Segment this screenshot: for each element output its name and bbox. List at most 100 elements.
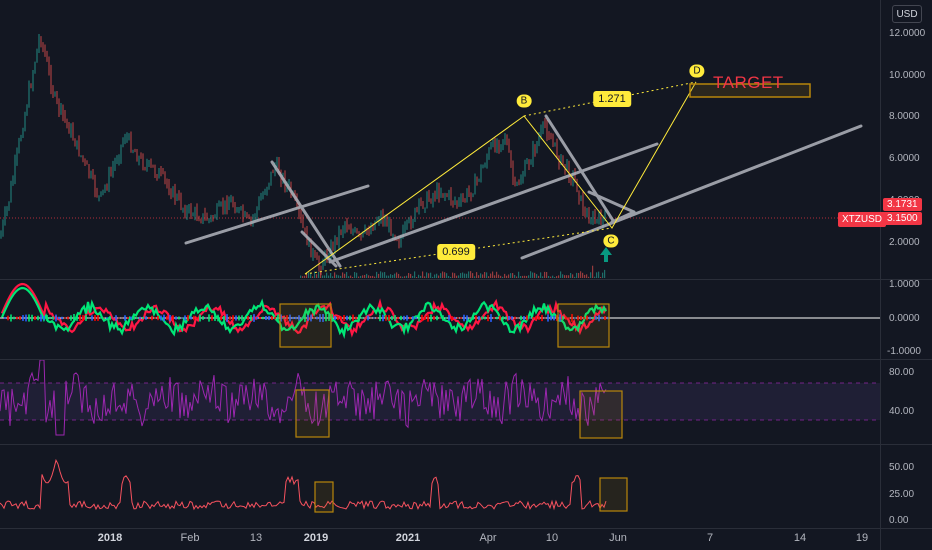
ratio-label-bd[interactable]: 1.271 [593,91,631,107]
volume-bar [300,275,302,278]
pane-separator[interactable] [0,444,932,445]
price-tick: 8.0000 [889,111,920,122]
oscillator-bar [505,316,507,320]
volume-bar [364,274,366,278]
oscillator-bar [85,315,87,321]
oscillator-bar [328,315,330,321]
volume-bar [490,273,492,278]
volume-bar [510,273,512,278]
oscillator-bar [394,315,396,321]
oscillator-bar [457,317,459,319]
oscillator-bar [115,315,117,321]
volume-bar [548,275,550,278]
oscillator-bar [37,315,39,321]
oscillator-bar [184,315,186,321]
ratio-label-xc[interactable]: 0.699 [437,244,475,260]
oscillator-bar [577,315,579,321]
pane-separator[interactable] [0,359,932,360]
oscillator-bar [460,317,462,319]
volume-bar [430,272,432,278]
volume-bar [560,271,562,278]
oscillator-bar [319,314,321,322]
oscillator-bar [337,316,339,320]
oscillator-bar [16,316,18,320]
volume-bar [520,276,522,278]
currency-button[interactable]: USD [892,5,922,23]
volume-bar [482,274,484,278]
oscillator-bar [67,316,69,320]
up-arrow-icon[interactable] [600,247,612,262]
oscillator-bar [532,317,534,319]
time-tick: 19 [855,532,869,544]
volume-bar [360,275,362,278]
volume-bar [396,272,398,278]
volume-bar [390,274,392,278]
oscillator-bar [124,315,126,321]
point-label-b[interactable]: B [516,94,532,108]
volume-bar [404,276,406,278]
oscillator-bar [139,316,141,320]
volume-bar [600,276,602,278]
oscillator-bar [202,316,204,320]
highlight-boxes[interactable] [279,303,628,513]
point-label-c[interactable]: C [603,234,619,248]
oscillator-bar [493,317,495,319]
oscillator-bar [169,314,171,322]
current-price-tag: 3.1500 [883,212,922,225]
oscillator-bar [547,314,549,322]
volume-bar [446,273,448,278]
volume-bar [366,273,368,278]
price-tick: 2.0000 [889,237,920,248]
oscillator-bar [196,317,198,319]
oscillator-bar [118,317,120,319]
oscillator-bar [379,314,381,322]
volume-bar [514,274,516,278]
oscillator-bar [397,316,399,320]
point-label-d[interactable]: D [689,64,705,78]
volume-bar [468,271,470,278]
oscillator-bar [226,314,228,322]
volume-bar [562,274,564,278]
volume-bar [426,272,428,278]
oscillator-bar [214,315,216,321]
oscillator-bar [550,315,552,321]
time-tick: Feb [180,532,200,544]
oscillator-bar [199,314,201,322]
oscillator-bar [97,315,99,321]
volume-bar [428,273,430,278]
oscillator-bar [454,317,456,319]
volume-bar [500,275,502,278]
oscillator-bar [70,315,72,321]
volume-bar [332,276,334,278]
volume-bar [406,275,408,278]
volume-bar [440,273,442,278]
oscillator-bar [193,315,195,321]
volume-bar [412,275,414,278]
oscillator-bar [145,316,147,320]
volume-bar [320,272,322,278]
oscillator-bar [340,316,342,320]
volume-bar [502,276,504,278]
oscillator-bar [367,315,369,321]
oscillator-bar [55,314,57,322]
volume-bar [546,271,548,278]
oscillator-bar [166,316,168,320]
volume-bar [522,275,524,278]
oscillator-bar [568,317,570,319]
oscillator-bar [475,315,477,321]
oscillator-bar [487,314,489,322]
volume-bar [568,275,570,278]
time-tick: 14 [793,532,807,544]
oscillator-bar [307,315,309,321]
trendlines[interactable] [184,114,863,268]
rsi-tick: 40.00 [889,406,915,417]
volume-bar [466,273,468,278]
pane-separator[interactable] [0,279,932,280]
oscillator-bar [106,317,108,319]
volume-bar [530,271,532,278]
oscillator-bar [295,316,297,320]
target-label[interactable]: TARGET [713,73,784,92]
volume-bar [352,276,354,278]
volume-bar [388,275,390,278]
